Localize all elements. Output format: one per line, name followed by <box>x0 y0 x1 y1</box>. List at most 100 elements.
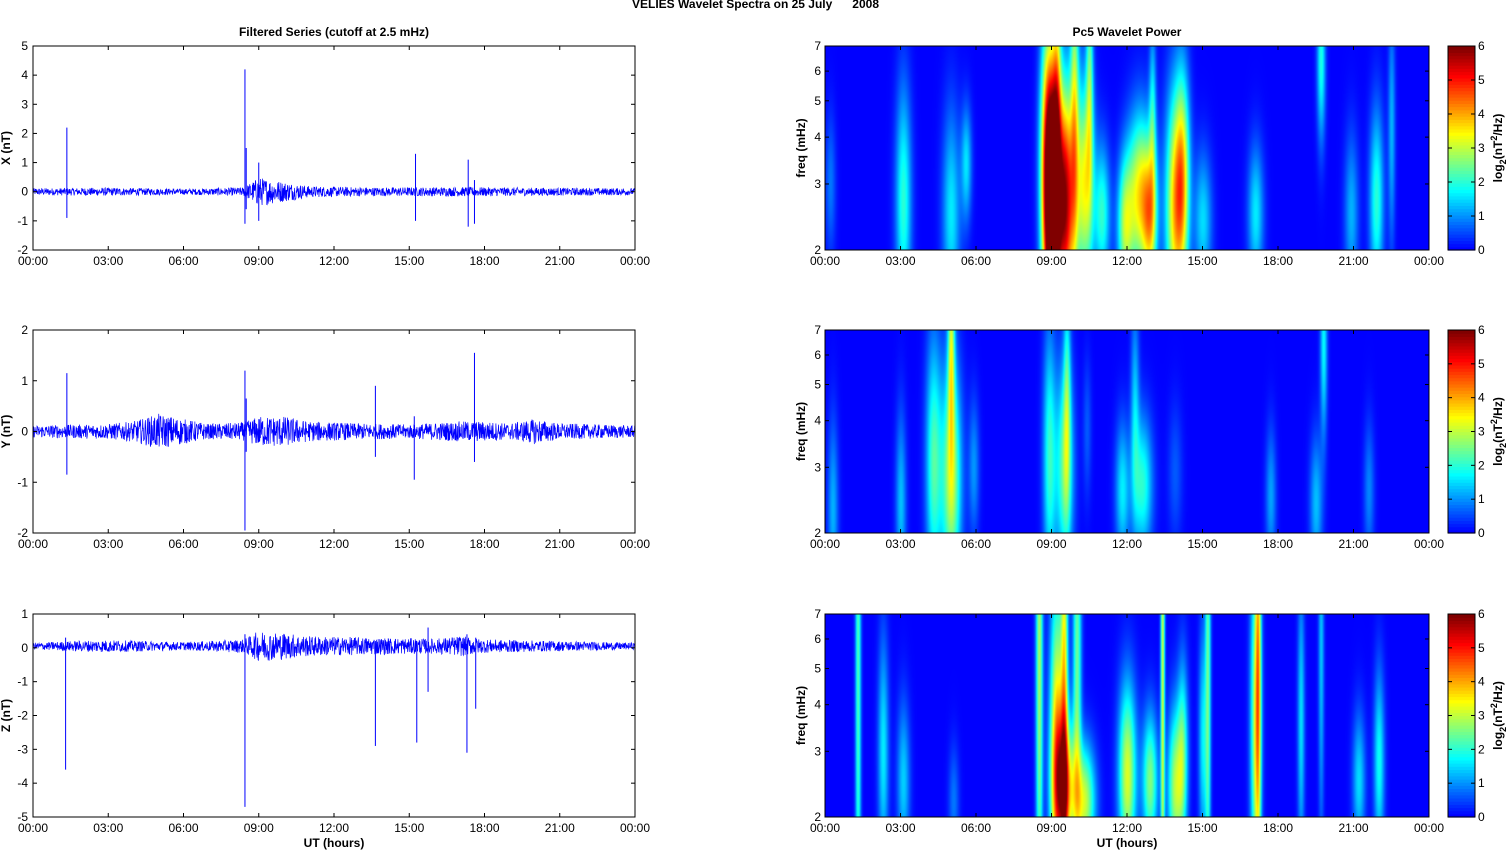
colorbar-swatch <box>1448 453 1475 458</box>
colorbar-swatch <box>1448 614 1475 618</box>
colorbar-swatch <box>1448 109 1475 114</box>
y-tick-label: -2 <box>17 709 28 723</box>
colorbar-swatch <box>1448 441 1475 445</box>
colorbar-swatch <box>1448 186 1475 191</box>
colorbar-swatch <box>1448 504 1475 509</box>
y-axis-label: freq (mHz) <box>794 686 808 745</box>
colorbar-swatch <box>1448 674 1475 679</box>
colorbar-swatch <box>1448 425 1475 429</box>
colorbar-swatch <box>1448 737 1475 742</box>
colorbar-swatch <box>1448 90 1475 95</box>
y-axis-label: X (nT) <box>0 131 13 165</box>
colorbar-swatch <box>1448 750 1475 755</box>
x-tick-label: 15:00 <box>394 254 424 268</box>
series-line-X <box>32 178 636 206</box>
colorbar-swatch <box>1448 148 1475 152</box>
colorbar-swatch <box>1448 199 1475 203</box>
colorbar-swatch <box>1448 475 1475 480</box>
y-tick-label: 1 <box>21 607 28 621</box>
x-tick-label: 06:00 <box>961 537 991 551</box>
wavelet-power-image <box>825 614 1429 817</box>
colorbar-swatch <box>1448 390 1475 395</box>
x-tick-label: 00:00 <box>620 254 650 268</box>
x-tick-label: 15:00 <box>1187 537 1217 551</box>
colorbar-swatch <box>1448 103 1475 108</box>
colorbar-swatch <box>1448 639 1475 644</box>
colorbar-swatch <box>1448 712 1475 717</box>
y-tick-label: 5 <box>814 662 821 676</box>
colorbar-swatch <box>1448 93 1475 98</box>
colorbar-swatch <box>1448 173 1475 178</box>
colorbar-swatch <box>1448 183 1475 187</box>
colorbar-swatch <box>1448 763 1475 767</box>
colorbar-swatch <box>1448 626 1475 631</box>
colorbar-swatch <box>1448 176 1475 181</box>
y-tick-label: 4 <box>814 414 821 428</box>
y-tick-label: 1 <box>21 374 28 388</box>
x-tick-label: 09:00 <box>244 254 274 268</box>
colorbar-tick-label: 5 <box>1478 73 1485 87</box>
x-tick-label: 18:00 <box>1263 821 1293 835</box>
colorbar: 0 1 2 3 4 5 6 log2(nT2/Hz) <box>1447 39 1508 257</box>
colorbar-swatch <box>1448 766 1475 771</box>
colorbar-swatch <box>1448 620 1475 625</box>
colorbar-tick-label: 4 <box>1478 391 1485 405</box>
colorbar-swatch <box>1448 775 1475 780</box>
colorbar-swatch <box>1448 810 1475 815</box>
x-tick-label: 12:00 <box>1112 821 1142 835</box>
colorbar-swatch <box>1448 202 1475 206</box>
colorbar-swatch <box>1448 112 1475 117</box>
colorbar-swatch <box>1448 106 1475 111</box>
colorbar-swatch <box>1448 661 1475 666</box>
x-tick-label: 12:00 <box>1112 537 1142 551</box>
wavelet-panel-X: 2 3 4 5 6 7 00:00 03:00 06:00 09:00 12:00 15:00 18:0… <box>794 25 1508 268</box>
colorbar-swatch <box>1448 686 1475 691</box>
x-tick-label: 00:00 <box>1414 254 1444 268</box>
y-tick-label: 5 <box>21 39 28 53</box>
x-tick-label: 15:00 <box>394 537 424 551</box>
colorbar-swatch <box>1448 769 1475 774</box>
colorbar-tick-label: 3 <box>1478 709 1485 723</box>
y-tick-label: 4 <box>814 130 821 144</box>
colorbar-swatch <box>1448 469 1475 474</box>
colorbar-swatch <box>1448 227 1475 232</box>
x-tick-label: 00:00 <box>18 537 48 551</box>
wavelet-panel-Z: 2 3 4 5 6 7 00:00 03:00 06:00 09:00 12:00 15:00 18:0… <box>794 607 1508 850</box>
colorbar-swatch <box>1448 747 1475 751</box>
colorbar-swatch <box>1448 485 1475 490</box>
colorbar-swatch <box>1448 141 1475 146</box>
colorbar-tick-label: 2 <box>1478 175 1485 189</box>
colorbar-swatch <box>1448 658 1475 663</box>
colorbar-swatch <box>1448 77 1475 82</box>
x-tick-label: 15:00 <box>394 821 424 835</box>
colorbar-swatch <box>1448 510 1475 515</box>
colorbar-swatch <box>1448 645 1475 650</box>
colorbar-swatch <box>1448 428 1475 433</box>
x-tick-label: 15:00 <box>1187 821 1217 835</box>
colorbar-tick-label: 3 <box>1478 141 1485 155</box>
x-tick-label: 00:00 <box>810 537 840 551</box>
x-tick-label: 12:00 <box>319 821 349 835</box>
x-tick-label: 00:00 <box>18 254 48 268</box>
colorbar-swatch <box>1448 794 1475 799</box>
colorbar-swatch <box>1448 355 1475 360</box>
colorbar-swatch <box>1448 170 1475 175</box>
x-tick-label: 06:00 <box>168 254 198 268</box>
colorbar-swatch <box>1448 116 1475 120</box>
colorbar-swatch <box>1448 383 1475 388</box>
colorbar-tick-label: 6 <box>1478 323 1485 337</box>
colorbar-swatch <box>1448 418 1475 423</box>
colorbar-swatch <box>1448 399 1475 404</box>
y-tick-label: 4 <box>814 698 821 712</box>
colorbar-swatch <box>1448 728 1475 732</box>
colorbar-tick-label: 1 <box>1478 209 1485 223</box>
colorbar-swatch <box>1448 224 1475 229</box>
colorbar-swatch <box>1448 680 1475 685</box>
colorbar-swatch <box>1448 160 1475 165</box>
colorbar-swatch <box>1448 617 1475 621</box>
colorbar-swatch <box>1448 801 1475 805</box>
colorbar-tick-label: 0 <box>1478 810 1485 824</box>
colorbar-swatch <box>1448 782 1475 786</box>
panel-title: Pc5 Wavelet Power <box>1073 25 1182 39</box>
colorbar-tick-label: 6 <box>1478 607 1485 621</box>
